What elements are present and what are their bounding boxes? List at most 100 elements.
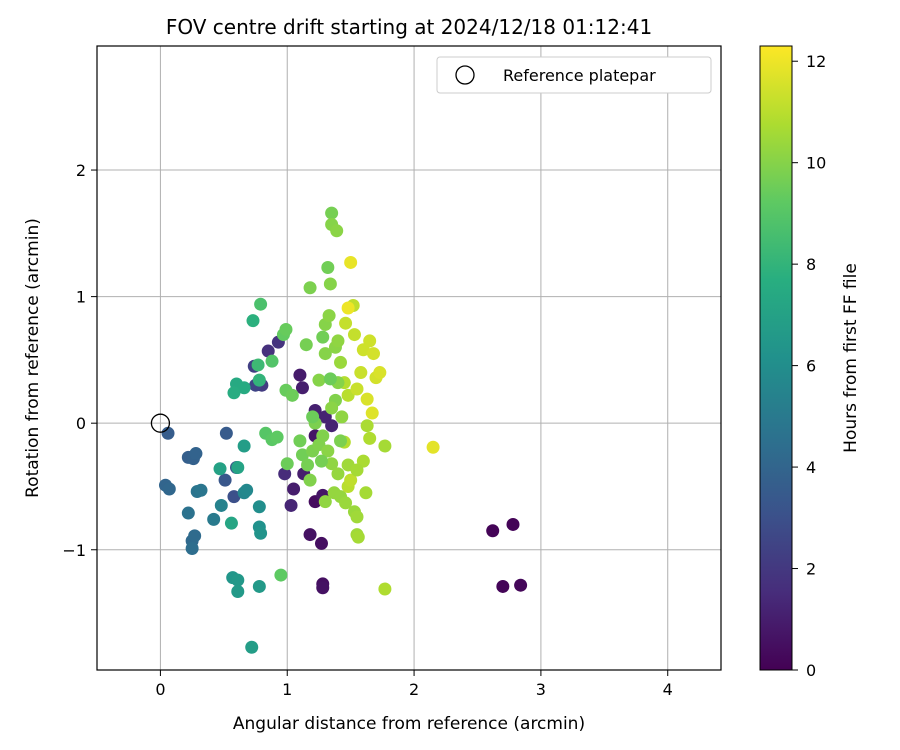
data-point [486,524,500,538]
data-point [252,373,266,387]
data-point [265,354,279,368]
legend-reference-marker-icon [455,65,475,85]
plot-area-frame [96,45,722,671]
data-point [299,338,313,352]
data-point [325,206,339,220]
data-point [360,419,374,433]
data-point [287,482,301,496]
data-point [335,410,349,424]
data-point [274,568,288,582]
data-point [295,381,309,395]
colorbar-tick-label: 8 [806,255,816,274]
data-point [213,462,227,476]
data-point [344,255,358,269]
data-point [218,473,232,487]
chart-title: FOV centre drift starting at 2024/12/18 … [166,15,652,39]
data-point [514,578,528,592]
y-axis-label: Rotation from reference (arcmin) [23,218,43,498]
data-point [254,526,268,540]
data-point [188,529,202,543]
data-point [246,314,260,328]
data-point [252,500,266,514]
data-point [316,581,330,595]
data-point [181,506,195,520]
data-point [194,483,208,497]
data-point [237,439,251,453]
data-point [312,373,326,387]
data-point [306,410,320,424]
data-point [321,261,335,275]
data-point [323,372,337,386]
data-point [314,536,328,550]
data-point [162,482,176,496]
colorbar-tick-label: 4 [806,458,816,477]
data-point [331,334,345,348]
data-point [219,426,233,440]
data-point [344,473,358,487]
x-tick-label: 1 [282,680,292,699]
data-point [350,382,364,396]
data-point [330,224,344,238]
data-point [323,277,337,291]
data-point [227,490,241,504]
data-point [366,347,380,361]
data-point [252,579,266,593]
data-point [293,434,307,448]
y-tick-label: 1 [76,288,86,307]
data-point [506,517,520,531]
legend: Reference platepar [436,56,712,94]
data-point [339,316,353,330]
data-point [254,297,268,311]
y-tick-label: 2 [76,161,86,180]
data-point [351,530,365,544]
grid-lines [97,46,721,670]
data-point [285,388,299,402]
data-point [334,355,348,369]
data-point [365,406,379,420]
data-point [354,366,368,380]
data-point [314,454,328,468]
data-point [280,457,294,471]
x-tick-label: 0 [155,680,165,699]
data-point [363,431,377,445]
data-point [303,528,317,542]
data-point [318,347,332,361]
colorbar-tick-label: 2 [806,560,816,579]
data-point [359,486,373,500]
data-point [231,585,245,599]
data-point [237,381,251,395]
x-axis-ticks: 0 1 2 3 4 [155,670,673,699]
data-point [325,419,339,433]
data-point [426,440,440,454]
data-point [251,358,265,372]
data-point [261,344,275,358]
data-point [189,447,203,461]
data-points [158,206,528,654]
data-point [245,640,259,654]
y-axis-ticks: −1 0 1 2 [62,161,97,560]
data-point [293,368,307,382]
data-point [303,281,317,295]
data-point [378,439,392,453]
data-point [270,430,284,444]
legend-label: Reference platepar [503,66,656,85]
data-point [301,458,315,472]
data-point [318,495,332,509]
data-point [316,429,330,443]
data-point [227,386,241,400]
colorbar: 0 2 4 6 8 10 12 Hours from first FF file [759,45,861,680]
data-point [231,460,245,474]
x-axis-label: Angular distance from reference (arcmin) [233,714,585,734]
colorbar-tick-label: 6 [806,357,816,376]
reference-platepar-marker [150,413,171,433]
data-point [347,328,361,342]
data-point [322,309,336,323]
x-tick-label: 3 [536,680,546,699]
data-point [240,483,254,497]
data-point [231,573,245,587]
data-point [161,426,175,440]
data-point [334,434,348,448]
data-point [325,401,339,415]
data-point [214,498,228,512]
